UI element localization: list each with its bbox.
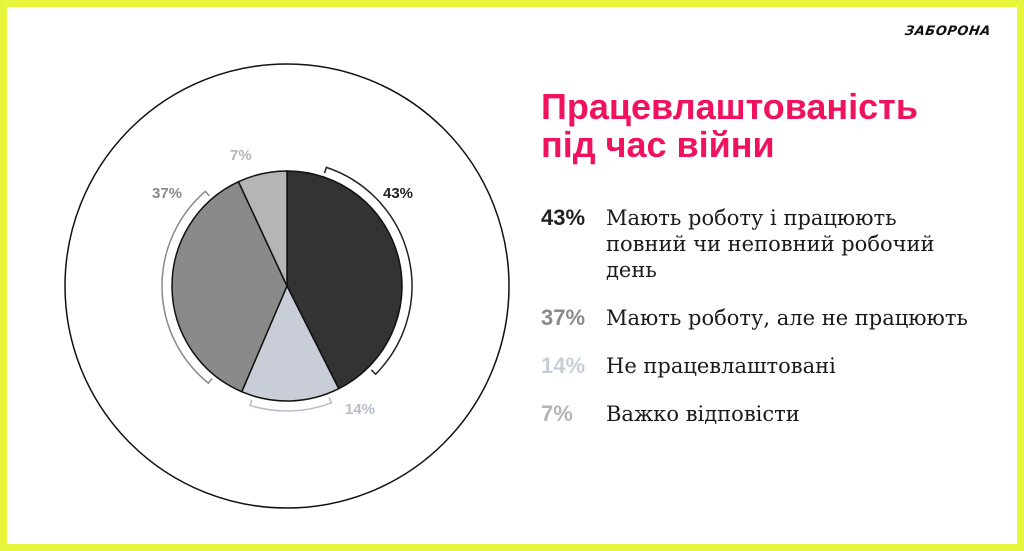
legend-label: Важко відповісти (606, 402, 800, 426)
slice-bracket (249, 397, 333, 412)
legend-percent: 14% (541, 353, 586, 378)
legend-item: 43% Мають роботу і працюють повний чи не… (541, 205, 991, 283)
legend-label: Не працевлаштовані (606, 354, 836, 378)
slice-bracket (161, 190, 213, 385)
slice-label: 7% (230, 147, 252, 164)
slice-label: 43% (383, 185, 413, 202)
pie-slice (286, 170, 403, 390)
slice-label: 37% (152, 185, 182, 202)
legend-item: 14% Не працевлаштовані (541, 353, 991, 379)
legend-label: Мають роботу і працюють повний чи неповн… (606, 206, 935, 282)
legend-percent: 43% (541, 205, 586, 230)
legend-item: 37% Мають роботу, але не працюють (541, 305, 991, 331)
pie-slice (237, 170, 288, 287)
slice-label: 14% (345, 401, 375, 418)
legend: 43% Мають роботу і працюють повний чи не… (541, 205, 991, 449)
legend-item: 7% Важко відповісти (541, 401, 991, 427)
title-line-1: Працевлаштованість (541, 86, 918, 127)
legend-percent: 37% (541, 305, 586, 330)
pie-slice (171, 180, 288, 393)
title-line-2: під час війни (541, 124, 775, 165)
chart-title: Працевлаштованість під час війни (541, 88, 918, 164)
slice-bracket (323, 166, 413, 376)
legend-label: Мають роботу, але не працюють (606, 306, 968, 330)
pie-slice (240, 284, 340, 402)
legend-percent: 7% (541, 401, 573, 426)
